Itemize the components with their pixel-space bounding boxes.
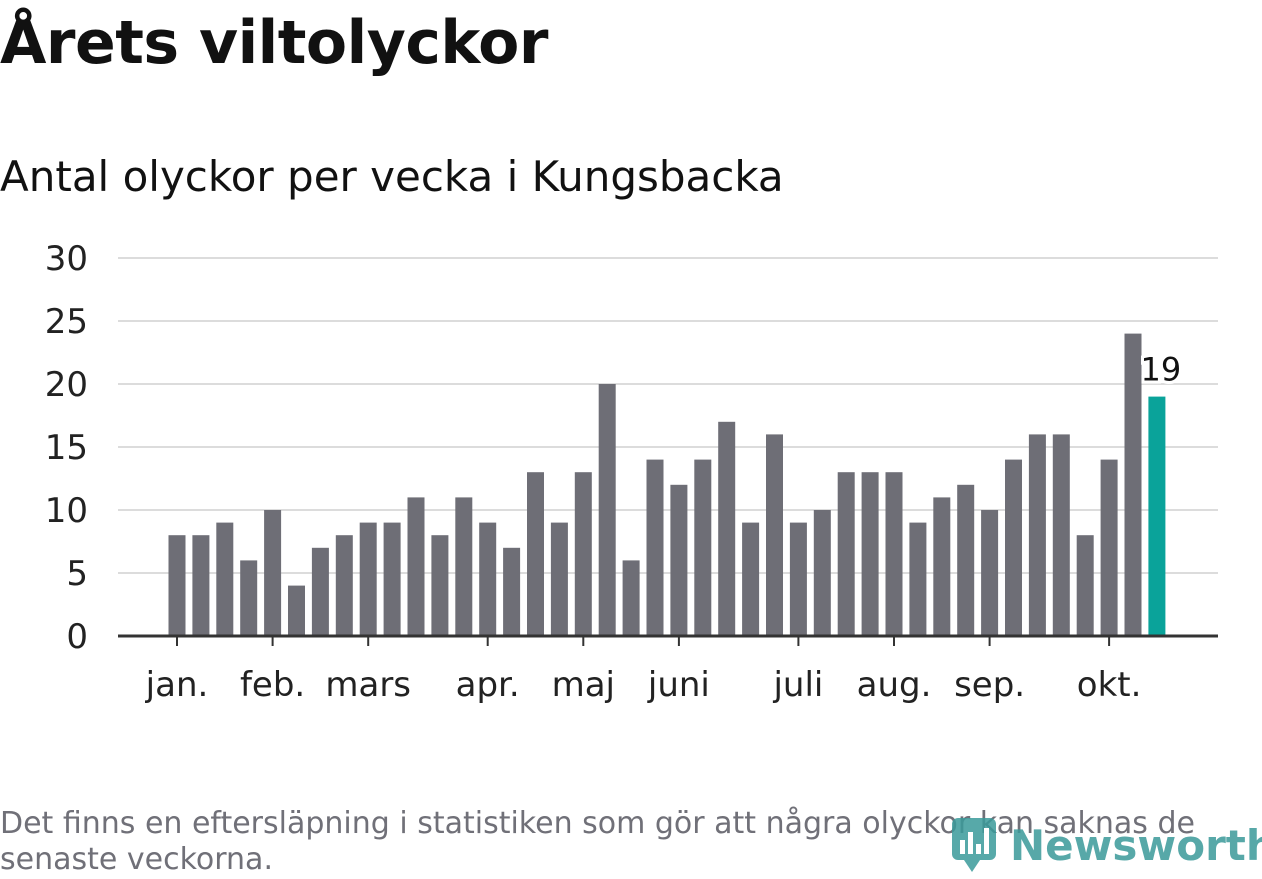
y-tick-label: 30 [45, 239, 88, 279]
x-tick-label: feb. [240, 665, 305, 705]
bar [1028, 434, 1046, 636]
bar [550, 522, 568, 636]
bar [168, 535, 186, 636]
bar [216, 522, 234, 636]
bar [192, 535, 210, 636]
x-tick-label: okt. [1077, 665, 1142, 705]
x-tick-label: juni [647, 665, 710, 705]
bar [909, 522, 927, 636]
x-axis-ticks: jan. feb. mars apr. maj juni juli aug. sep. okt. [145, 636, 1142, 705]
bar [1052, 434, 1070, 636]
annotations: 19 [1138, 348, 1185, 392]
y-axis-ticks: 0 5 10 15 20 25 30 [45, 239, 88, 657]
bar [789, 522, 807, 636]
bar [503, 547, 521, 636]
bar [359, 522, 377, 636]
x-tick-label: aug. [857, 665, 932, 705]
bar [646, 459, 664, 636]
bar [813, 510, 831, 636]
bar [981, 510, 999, 636]
bars [168, 333, 1166, 636]
bar [861, 472, 879, 636]
bar [718, 421, 736, 636]
logo-text: Newsworthy [1010, 820, 1262, 870]
x-tick-label: mars [325, 665, 411, 705]
chart-subtitle: Antal olyckor per vecka i Kungsbacka [0, 152, 784, 201]
y-tick-label: 20 [45, 365, 88, 405]
chart-title: Årets viltolyckor [0, 8, 549, 78]
bar [1124, 333, 1142, 636]
bar [1005, 459, 1022, 636]
bar [837, 472, 855, 636]
last-value-label: 19 [1141, 351, 1182, 389]
bar [670, 484, 688, 636]
bar-chart: 0 5 10 15 20 25 30 jan. feb. mars apr. maj juni juli… [45, 239, 1218, 705]
bar [1100, 459, 1118, 636]
x-tick-label: juli [772, 665, 823, 705]
y-tick-label: 10 [45, 491, 88, 531]
x-tick-label: jan. [145, 665, 209, 705]
bar [694, 459, 712, 636]
bar [431, 535, 449, 636]
bar-highlight [1148, 396, 1166, 636]
bar [311, 547, 329, 636]
x-tick-label: sep. [954, 665, 1025, 705]
y-tick-label: 15 [45, 428, 88, 468]
bar [742, 522, 760, 636]
bar [383, 522, 401, 636]
bar [455, 497, 473, 636]
bar [885, 472, 903, 636]
bar [527, 472, 544, 636]
bar [933, 497, 951, 636]
bar [288, 585, 305, 636]
bar [479, 522, 497, 636]
bar [766, 434, 783, 636]
x-tick-label: apr. [456, 665, 520, 705]
y-tick-label: 5 [66, 554, 88, 594]
bar [407, 497, 425, 636]
y-tick-label: 25 [45, 302, 88, 342]
bar [957, 484, 975, 636]
bar [622, 560, 640, 636]
bar [598, 384, 616, 636]
newsworthy-logo: Newsworthy [950, 812, 1262, 878]
x-tick-label: maj [552, 665, 615, 705]
newsworthy-logo-icon [952, 818, 996, 872]
bar [264, 510, 282, 636]
bar [240, 560, 258, 636]
bar [574, 472, 592, 636]
bar [335, 535, 353, 636]
y-tick-label: 0 [66, 617, 88, 657]
bar [1076, 535, 1094, 636]
